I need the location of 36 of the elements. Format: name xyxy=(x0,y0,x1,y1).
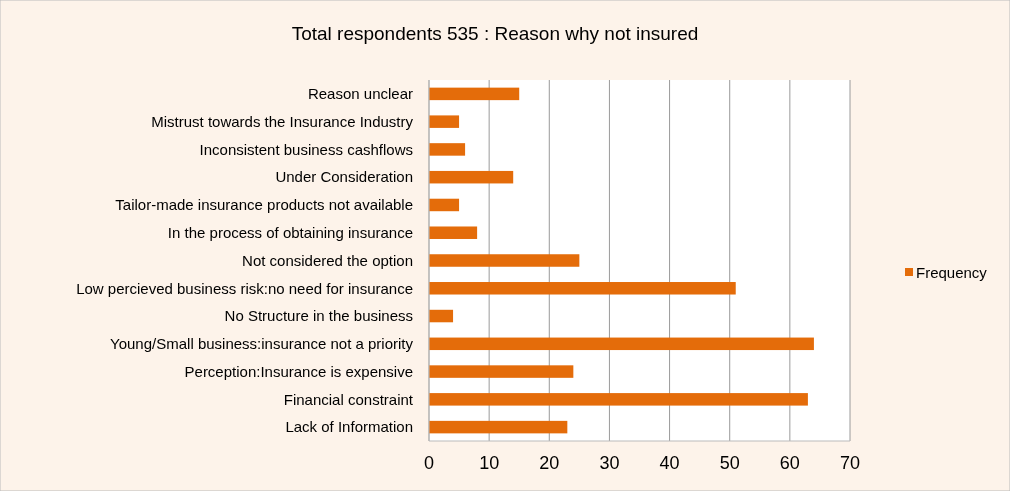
x-tick-label: 60 xyxy=(779,453,800,473)
bar xyxy=(429,337,814,351)
y-tick-label: Reason unclear xyxy=(307,85,413,103)
bar xyxy=(429,365,574,378)
y-tick-label: Low percieved business risk:no need for insurance xyxy=(76,279,413,297)
bar xyxy=(429,254,580,267)
bar xyxy=(429,87,520,101)
x-tick-label: 70 xyxy=(839,453,861,473)
bar xyxy=(429,170,514,184)
x-tick-label: 0 xyxy=(423,453,435,473)
y-tick-label: No Structure in the business xyxy=(224,307,413,325)
bar xyxy=(429,282,736,295)
y-tick-label: Inconsistent business cashflows xyxy=(199,140,413,158)
bar xyxy=(429,393,808,406)
x-tick-label: 10 xyxy=(479,453,500,473)
bar xyxy=(429,420,568,434)
bar xyxy=(429,309,454,323)
bar xyxy=(429,143,466,156)
legend-label: Frequency xyxy=(916,264,988,282)
y-tick-label: Mistrust towards the Insurance Industry xyxy=(151,112,414,130)
y-tick-label: Not considered the option xyxy=(242,251,413,269)
bar xyxy=(429,115,460,128)
y-tick-label: Perception:Insurance is expensive xyxy=(184,362,413,380)
x-tick-label: 50 xyxy=(719,453,740,473)
chart-title: Total respondents 535 : Reason why not insured xyxy=(291,23,699,44)
y-tick-label: Young/Small business:insurance not a priority xyxy=(110,335,414,353)
y-tick-label: Under Consideration xyxy=(275,168,413,186)
x-tick-label: 20 xyxy=(539,453,560,473)
y-tick-label: In the process of obtaining insurance xyxy=(167,223,413,241)
x-tick-label: 30 xyxy=(599,453,620,473)
y-tick-label: Financial constraint xyxy=(283,390,414,408)
bar xyxy=(429,198,460,212)
x-tick-label: 40 xyxy=(659,453,680,473)
bar xyxy=(429,226,478,239)
y-tick-label: Lack of Information xyxy=(285,418,413,436)
y-tick-label: Tailor-made insurance products not available xyxy=(115,196,413,214)
